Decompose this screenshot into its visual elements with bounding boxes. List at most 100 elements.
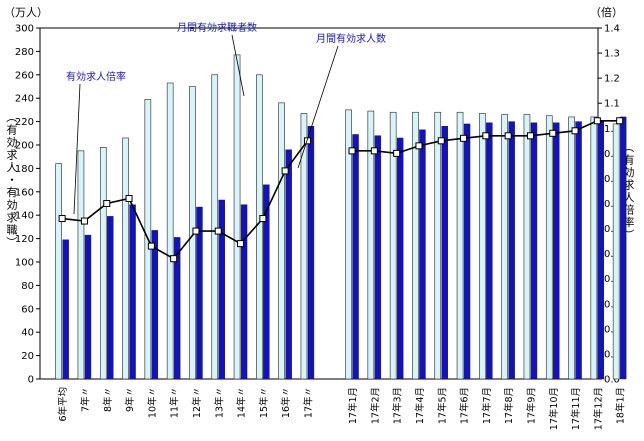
bar-seekers xyxy=(122,137,129,380)
bar-openings xyxy=(374,135,382,380)
ratio-point xyxy=(103,200,111,207)
bar-openings xyxy=(285,149,292,380)
left-tick-label: 120 xyxy=(15,234,34,245)
category-label: 8年〃 xyxy=(102,387,114,412)
category-label: 7年〃 xyxy=(79,387,91,412)
right-tick-label: 0.3 xyxy=(604,299,620,310)
bar-seekers xyxy=(256,74,263,380)
left-axis-title-char: 求 xyxy=(7,149,18,162)
annotation-openings-leader xyxy=(297,45,339,169)
right-axis-title-char: 倍 xyxy=(624,203,635,217)
ratio-point xyxy=(482,132,490,140)
ratio-point xyxy=(170,255,178,263)
annotation-openings: 月間有効求人数 xyxy=(316,32,386,45)
bar-openings xyxy=(107,216,114,380)
right-tick-label: 0.2 xyxy=(604,324,620,335)
right-tick-label: 0.9 xyxy=(604,149,620,160)
left-axis-title-char: （ xyxy=(5,112,18,123)
category-label: 6年平均 xyxy=(57,387,69,422)
left-axis-title-char: 職 xyxy=(7,224,18,237)
category-label: 15年〃 xyxy=(258,387,270,418)
right-tick-label: 1.2 xyxy=(604,74,620,85)
right-tick-label: 0.0 xyxy=(604,375,620,386)
bar-seekers xyxy=(166,82,174,380)
category-label: 17年10月 xyxy=(548,387,560,430)
left-axis-title-char: 効 xyxy=(7,198,18,212)
right-tick-label: 0.5 xyxy=(604,249,620,260)
bar-seekers xyxy=(612,123,620,380)
category-label: 13年〃 xyxy=(213,387,225,418)
right-tick-label: 1.4 xyxy=(604,24,620,35)
right-axis-unit: （倍） xyxy=(590,5,623,19)
ratio-point xyxy=(437,137,445,145)
category-label: 16年〃 xyxy=(280,387,292,418)
right-tick-label: 1.0 xyxy=(604,124,620,135)
left-axis-title-char: 効 xyxy=(7,135,18,149)
ratio-point xyxy=(571,127,579,135)
bar-openings xyxy=(129,204,136,380)
right-axis-title-char: 求 xyxy=(624,179,635,192)
bar-seekers xyxy=(434,111,442,380)
right-tick-label: 0.1 xyxy=(604,349,620,360)
ratio-point xyxy=(460,134,468,142)
left-tick-label: 80 xyxy=(21,281,34,292)
plot-area: 0 20 40 60 80 100 120 140 160 180 200 220 240 260 280 3… xyxy=(15,24,627,431)
ratio-point xyxy=(549,129,557,137)
bar-openings xyxy=(240,204,248,380)
right-axis-title-char: 有 xyxy=(624,153,635,167)
category-label: 11年〃 xyxy=(169,387,181,418)
bar-openings xyxy=(307,126,315,380)
left-axis-title-char: 有 xyxy=(7,185,18,199)
left-tick-label: 200 xyxy=(15,141,34,152)
category-label: 17年8月 xyxy=(503,387,515,424)
left-tick-label: 300 xyxy=(15,24,34,35)
bar-seekers xyxy=(545,115,553,380)
right-tick-label: 1.1 xyxy=(604,99,620,110)
right-axis-title-char: ） xyxy=(622,229,635,240)
right-tick-label: 0.8 xyxy=(604,174,620,185)
bar-openings xyxy=(530,122,538,380)
bar-seekers xyxy=(99,147,107,380)
left-tick-label: 280 xyxy=(15,47,34,58)
left-tick-label: 220 xyxy=(15,117,34,128)
category-label: 18年1月 xyxy=(615,387,627,424)
bar-openings xyxy=(575,121,582,380)
bar-seekers xyxy=(523,114,531,380)
right-tick-label: 0.7 xyxy=(604,199,620,210)
category-label: 17年11月 xyxy=(570,387,582,430)
right-axis-title: （有効求人倍率） xyxy=(622,142,635,241)
left-tick-label: 140 xyxy=(15,211,34,222)
category-label: 17年1月 xyxy=(347,387,359,424)
ratio-point xyxy=(415,142,423,150)
ratio-point xyxy=(237,240,245,248)
right-axis-title-char: （ xyxy=(622,142,635,153)
ratio-point xyxy=(348,147,356,155)
ratio-point xyxy=(259,215,267,223)
bar-openings xyxy=(597,120,605,380)
left-axis-unit: （万人） xyxy=(4,6,48,19)
left-axis-title-char: 求 xyxy=(7,211,18,224)
left-axis-title-char: ・ xyxy=(7,174,18,187)
bar-seekers xyxy=(367,110,375,380)
bar-openings xyxy=(463,123,471,380)
left-axis-title-char: 人 xyxy=(7,161,18,174)
category-label: 17年7月 xyxy=(481,387,493,424)
category-label: 14年〃 xyxy=(236,387,248,418)
bar-seekers xyxy=(345,109,352,380)
category-label: 17年5月 xyxy=(436,387,448,424)
bar-seekers xyxy=(389,111,397,380)
bar-openings xyxy=(486,122,493,380)
bar-seekers xyxy=(590,116,598,380)
bar-seekers xyxy=(456,111,464,380)
bar-openings xyxy=(352,134,359,380)
right-tick-label: 0.4 xyxy=(604,274,620,285)
bar-openings xyxy=(218,199,225,380)
bar-openings xyxy=(419,129,426,380)
ratio-point xyxy=(147,242,155,250)
ratio-point xyxy=(526,132,534,140)
bar-openings xyxy=(84,234,92,380)
right-tick-label: 1.3 xyxy=(604,49,620,60)
left-tick-label: 60 xyxy=(21,304,34,315)
category-label: 10年〃 xyxy=(146,387,158,418)
